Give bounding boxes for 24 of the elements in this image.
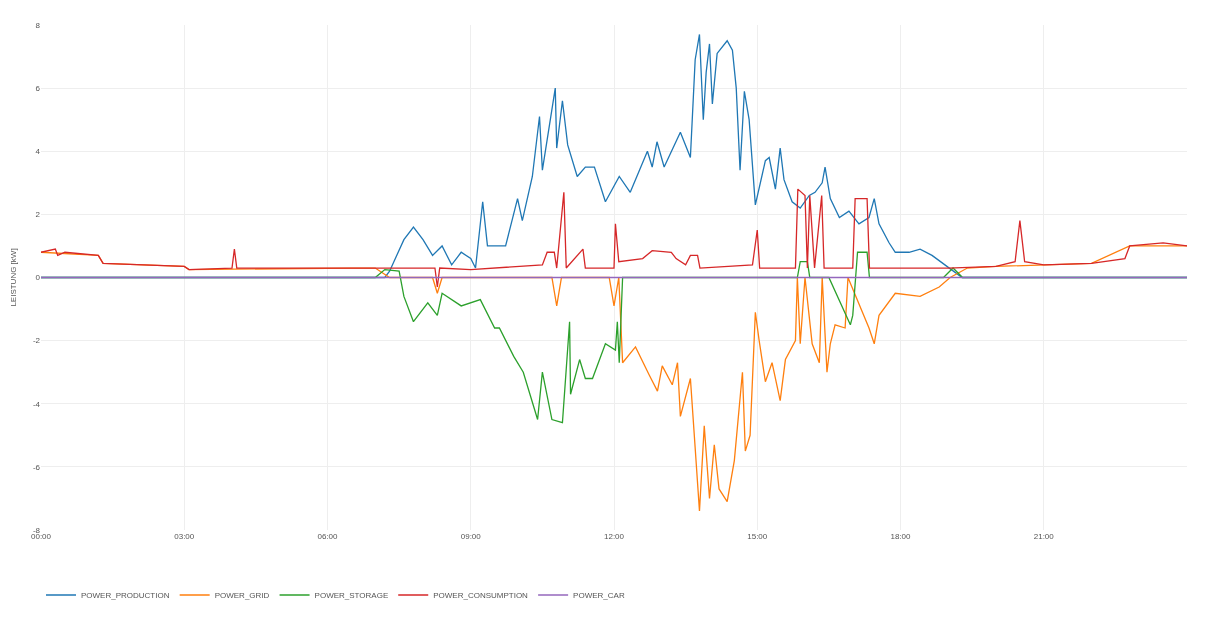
y-tick-label: -4: [32, 399, 41, 409]
y-tick-label: 2: [35, 210, 41, 220]
x-tick-label: 15:00: [747, 532, 768, 541]
legend-label: POWER_CAR: [573, 591, 625, 601]
x-tick-label: 21:00: [1033, 532, 1055, 541]
x-tick-label: 18:00: [890, 532, 912, 541]
x-tick-label: 12:00: [603, 532, 625, 541]
y-tick-label: 6: [35, 83, 41, 93]
y-tick-label: 8: [35, 20, 41, 30]
legend-label: POWER_STORAGE: [314, 591, 389, 601]
legend-label: POWER_PRODUCTION: [81, 591, 170, 601]
y-axis-title: LEISTUNG [kW]: [8, 248, 18, 307]
legend-label: POWER_GRID: [214, 591, 270, 601]
y-tick-label: -6: [32, 462, 41, 472]
x-tick-label: 09:00: [460, 532, 482, 541]
line-series: [41, 188, 1187, 288]
y-tick-label: -2: [32, 336, 41, 346]
x-tick-label: 00:00: [30, 532, 52, 541]
y-tick-label: 0: [35, 273, 41, 283]
x-tick-label: 03:00: [174, 532, 195, 541]
y-tick-label: -8: [32, 525, 41, 535]
legend-label: POWER_CONSUMPTION: [433, 591, 529, 601]
x-tick-label: 06:00: [317, 532, 339, 541]
y-tick-label: 4: [35, 147, 41, 157]
